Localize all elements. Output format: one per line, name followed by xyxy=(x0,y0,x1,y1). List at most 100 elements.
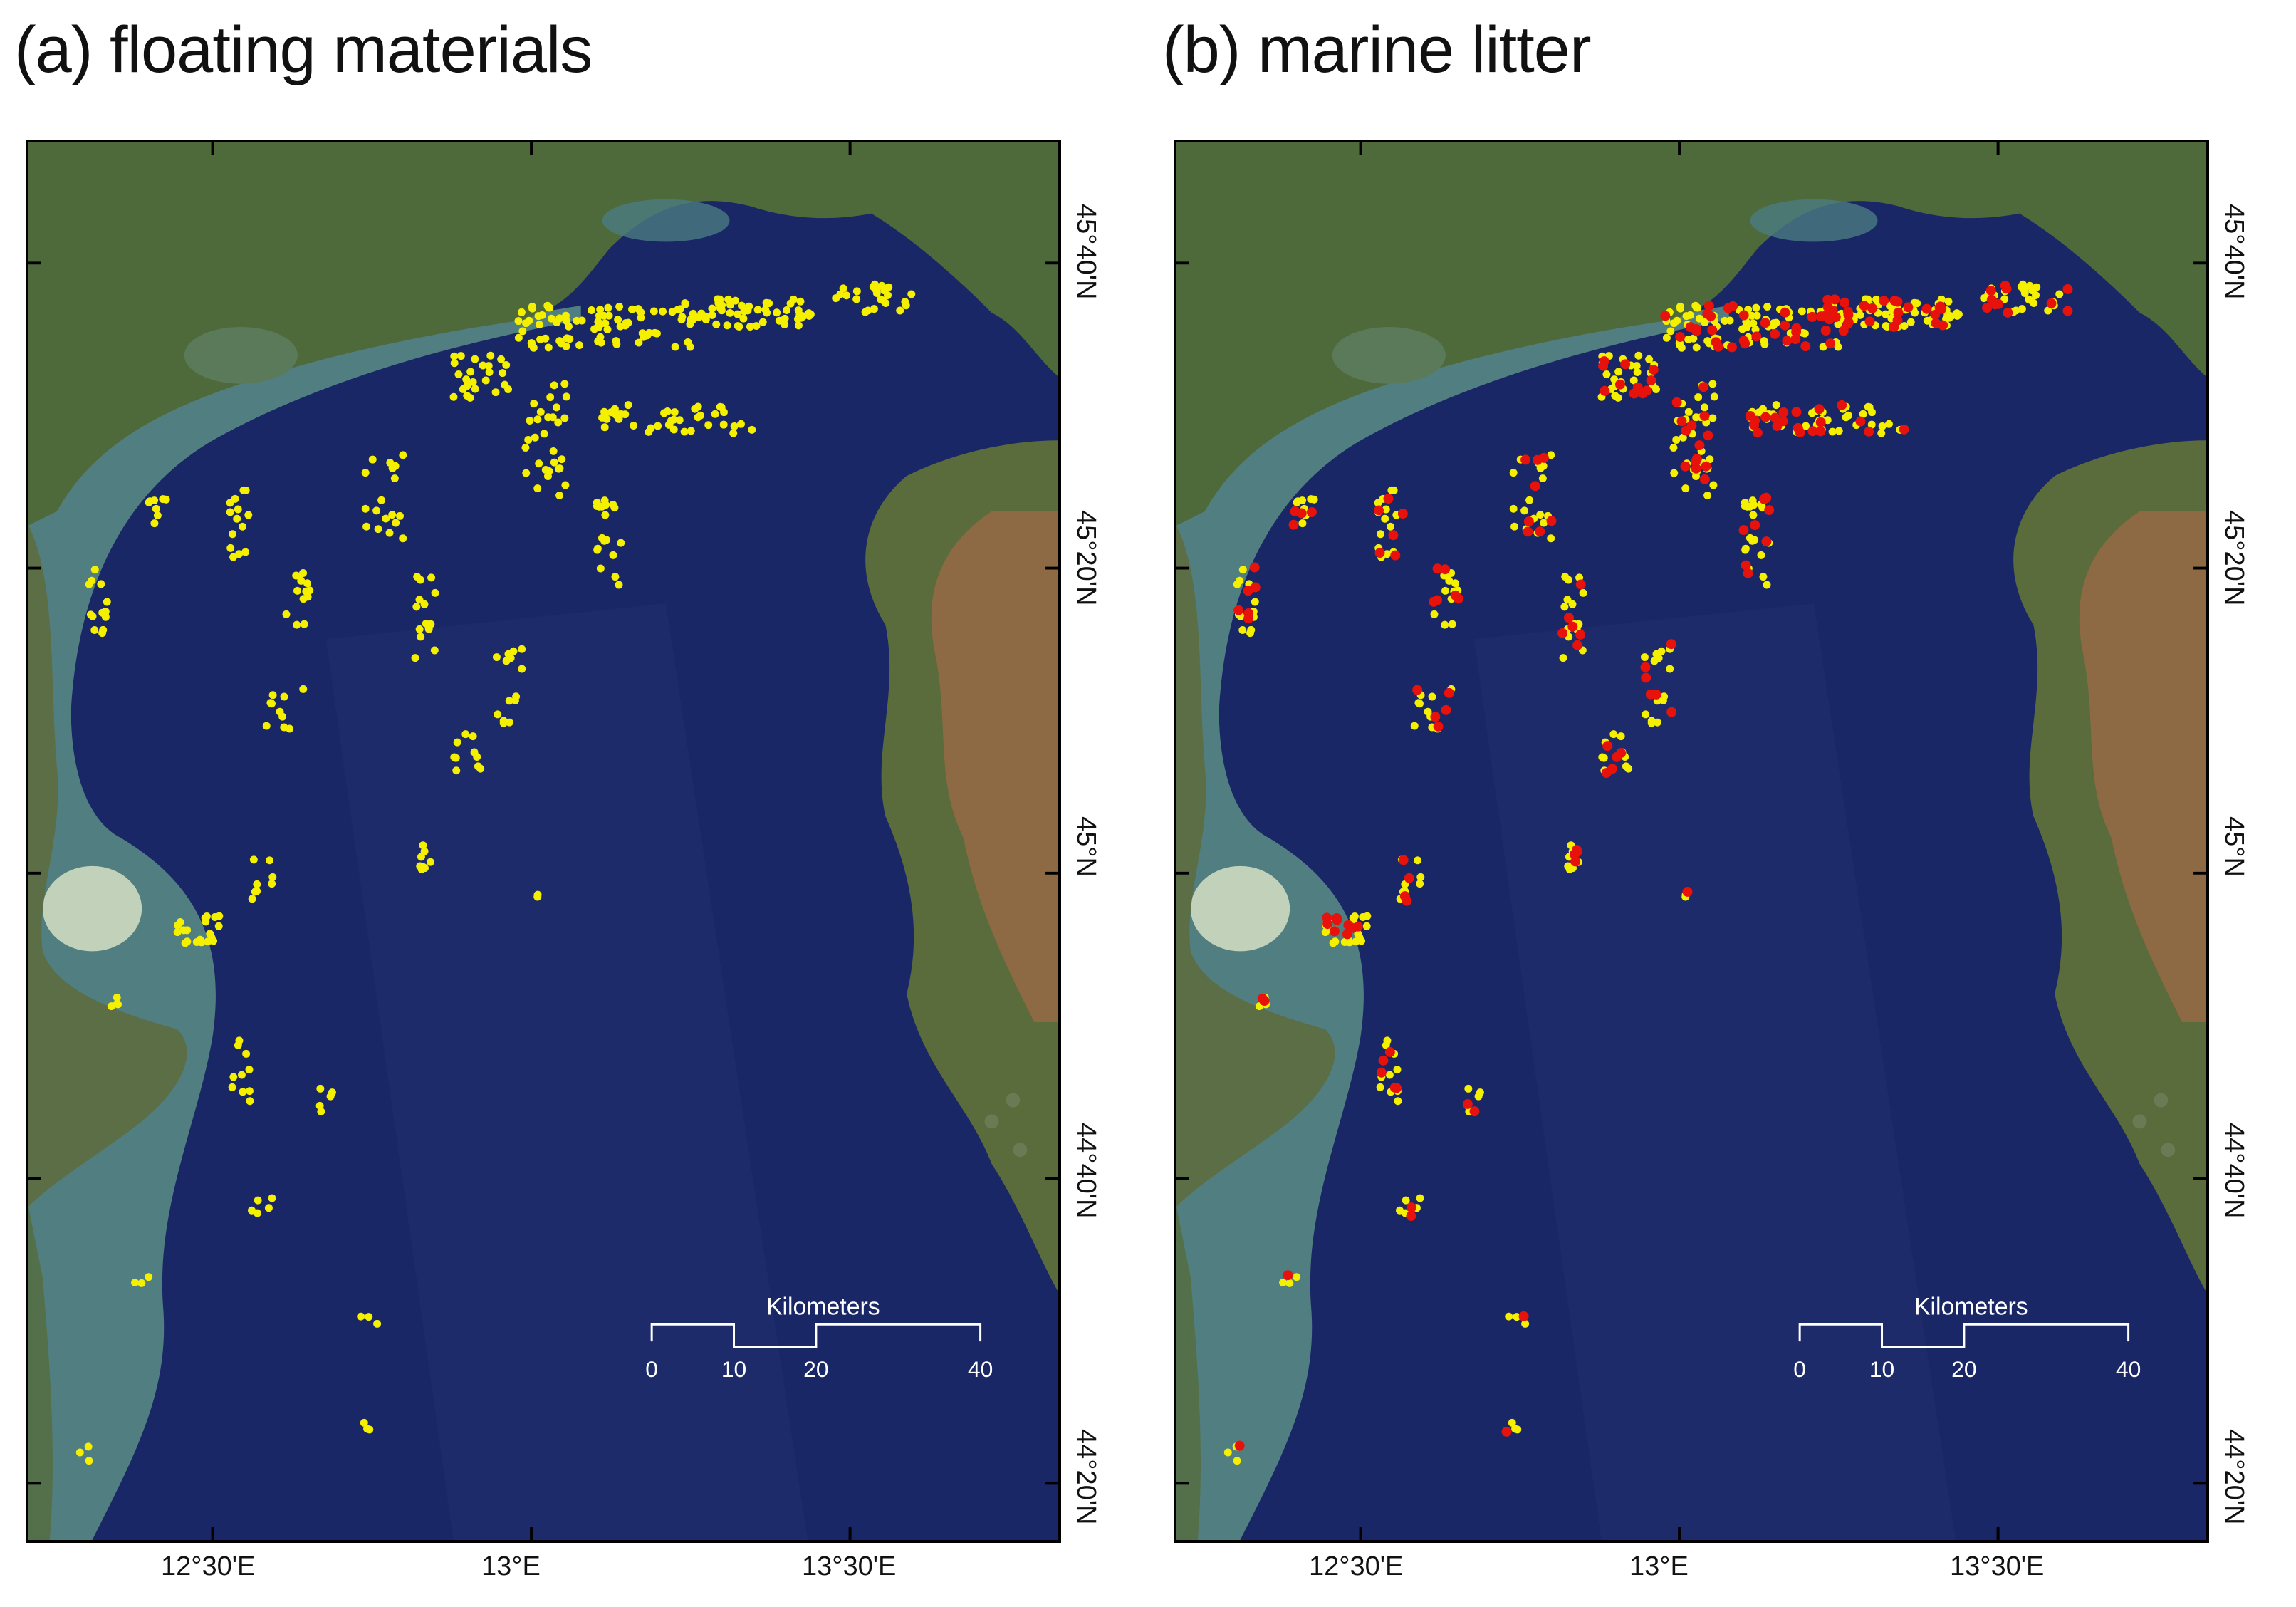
floating-material-point xyxy=(746,323,754,331)
floating-material-point xyxy=(264,1204,273,1212)
marine-litter-point xyxy=(1893,307,1904,318)
floating-material-point xyxy=(671,343,679,351)
floating-material-point xyxy=(453,738,461,747)
floating-material-point xyxy=(499,719,508,727)
floating-material-point xyxy=(1441,586,1449,595)
floating-material-point xyxy=(1362,922,1371,930)
floating-material-point xyxy=(183,937,192,946)
floating-material-point xyxy=(1642,710,1650,719)
marine-litter-point xyxy=(1570,856,1581,867)
marine-litter-point xyxy=(1538,452,1549,463)
floating-material-point xyxy=(1629,376,1638,385)
floating-material-point xyxy=(1525,496,1534,504)
floating-material-point xyxy=(1913,299,1921,308)
marine-litter-point xyxy=(1780,320,1790,331)
floating-material-point xyxy=(708,311,716,319)
bay-shallow xyxy=(1750,199,1878,242)
scale-bar-title: Kilometers xyxy=(1914,1293,2028,1320)
floating-material-point xyxy=(497,355,506,363)
island xyxy=(2132,1114,2147,1129)
marine-litter-point xyxy=(1761,536,1772,547)
longitude-label: 13°30'E xyxy=(1950,1551,2045,1581)
floating-material-point xyxy=(491,388,500,397)
floating-material-point xyxy=(555,464,564,473)
floating-material-point xyxy=(1701,403,1708,412)
floating-material-point xyxy=(1331,937,1340,946)
floating-material-point xyxy=(1402,1196,1410,1205)
floating-material-point xyxy=(669,425,678,434)
floating-material-point xyxy=(235,1036,244,1045)
floating-material-point xyxy=(1692,413,1701,422)
marine-litter-point xyxy=(2003,307,2013,318)
marine-litter-point xyxy=(1694,440,1705,451)
floating-material-point xyxy=(505,718,513,727)
floating-material-point xyxy=(543,472,552,480)
marine-litter-point xyxy=(1398,855,1409,865)
sea-glint xyxy=(1473,603,1956,1540)
floating-material-point xyxy=(805,311,813,320)
floating-material-point xyxy=(694,413,702,422)
floating-material-point xyxy=(494,710,502,719)
floating-material-point xyxy=(1511,1425,1520,1433)
marine-litter-point xyxy=(1822,302,1833,313)
floating-material-point xyxy=(1752,303,1760,312)
floating-material-point xyxy=(466,393,474,402)
floating-material-point xyxy=(600,423,609,432)
floating-material-point xyxy=(1414,856,1422,865)
floating-material-point xyxy=(1441,620,1449,629)
floating-material-point xyxy=(1377,530,1384,539)
marine-litter-point xyxy=(1243,613,1254,624)
floating-material-point xyxy=(214,922,223,930)
marine-litter-point xyxy=(1330,926,1340,937)
marine-litter-point xyxy=(1837,400,1847,410)
floating-material-point xyxy=(729,429,738,437)
floating-material-point xyxy=(299,595,308,603)
floating-material-point xyxy=(471,385,479,393)
floating-material-point xyxy=(268,873,277,881)
floating-material-point xyxy=(1285,1279,1294,1287)
floating-material-point xyxy=(691,405,699,413)
floating-material-point xyxy=(528,304,537,313)
floating-material-point xyxy=(1708,380,1717,388)
floating-material-point xyxy=(362,522,371,531)
marine-litter-point xyxy=(1889,321,1899,332)
floating-material-point xyxy=(734,310,742,318)
floating-material-point xyxy=(1416,873,1425,881)
floating-material-point xyxy=(382,514,390,523)
floating-material-point xyxy=(2000,295,2009,303)
floating-material-point xyxy=(533,415,542,424)
floating-material-point xyxy=(241,548,250,556)
marine-litter-point xyxy=(1444,687,1454,698)
marine-litter-point xyxy=(1546,516,1557,526)
marine-litter-point xyxy=(1842,306,1853,317)
floating-material-point xyxy=(783,306,791,315)
floating-material-point xyxy=(1859,410,1867,418)
marine-litter-point xyxy=(1290,506,1300,516)
marine-litter-point xyxy=(1723,303,1733,313)
floating-material-point xyxy=(560,380,569,388)
scale-bar-label: 0 xyxy=(645,1356,658,1382)
marine-litter-point xyxy=(1567,621,1578,632)
marine-litter-point xyxy=(1738,336,1749,346)
floating-material-point xyxy=(1385,1071,1394,1079)
marine-litter-point xyxy=(1322,919,1333,930)
marine-litter-point xyxy=(1283,1270,1293,1281)
floating-material-point xyxy=(373,1319,382,1328)
floating-material-point xyxy=(1614,393,1622,402)
floating-material-point xyxy=(1653,718,1661,727)
floating-material-point xyxy=(97,580,105,588)
marine-litter-point xyxy=(1646,375,1656,385)
floating-material-point xyxy=(596,564,605,573)
floating-material-point xyxy=(554,418,563,427)
bay-shallow xyxy=(602,199,730,242)
floating-material-point xyxy=(1681,484,1690,493)
floating-material-point xyxy=(90,566,99,574)
floating-material-point xyxy=(748,425,756,434)
panel-title: (b) marine litter xyxy=(1162,14,1592,86)
floating-material-point xyxy=(1703,492,1712,499)
floating-material-point xyxy=(293,620,301,629)
floating-material-point xyxy=(450,352,459,360)
floating-material-point xyxy=(262,722,271,730)
floating-material-point xyxy=(596,305,605,313)
floating-material-point xyxy=(145,498,153,506)
